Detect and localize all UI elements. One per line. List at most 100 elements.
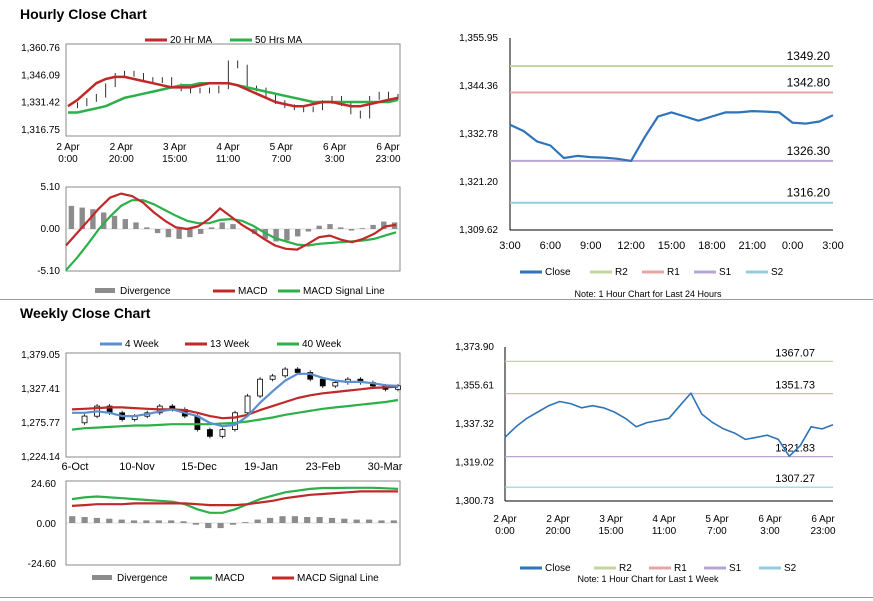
hourly-level-s2-label: 1316.20 xyxy=(787,186,831,200)
hourly-price-xtick-3-b: 11:00 xyxy=(216,154,241,165)
weekly-levels-legend-label-3: S1 xyxy=(729,563,742,574)
hourly-ma20-line xyxy=(67,75,399,108)
weekly-candle-body-11 xyxy=(207,429,213,437)
weekly-div-bar-8 xyxy=(168,520,175,523)
weekly-signal-line xyxy=(71,490,398,507)
hourly-level-s1-label: 1326.30 xyxy=(787,144,831,158)
weekly-div-bar-4 xyxy=(118,519,125,523)
weekly-price-xtick-2: 15-Dec xyxy=(181,461,217,473)
hourly-price-ytick-1: 1,346.09 xyxy=(21,70,60,81)
hourly-div-bar-10 xyxy=(176,229,182,239)
hourly-levels-xtick-6: 21:00 xyxy=(738,240,766,252)
weekly-price-frame xyxy=(65,352,401,458)
hourly-level-r1-label: 1342.80 xyxy=(787,75,831,89)
hourly-levels-ytick-2: 1,332.78 xyxy=(459,129,498,140)
hourly-price-xtick-5-a: 6 Apr xyxy=(323,142,347,153)
hourly-levels-legend-label-1: R2 xyxy=(615,267,628,278)
hourly-levels-ytick-0: 1,355.95 xyxy=(459,33,498,44)
weekly-levels-xtick-3-b: 11:00 xyxy=(652,526,677,537)
hourly-macd-legend-swatch-0 xyxy=(95,288,115,293)
weekly-div-bar-7 xyxy=(155,520,162,523)
hourly-price-xtick-4-a: 5 Apr xyxy=(270,142,294,153)
hourly-price-xtick-2-a: 3 Apr xyxy=(163,142,187,153)
weekly-price-legend-label-2: 40 Week xyxy=(302,339,342,350)
weekly-levels-ytick-2: 1,337.32 xyxy=(455,419,494,430)
hourly-div-bar-11 xyxy=(187,229,193,238)
hourly-price-xtick-1-a: 2 Apr xyxy=(110,142,134,153)
weekly-levels-ytick-4: 1,300.73 xyxy=(455,496,494,507)
weekly-price-ytick-3: 1,224.14 xyxy=(21,452,60,463)
weekly-macd-ytick-1: 0.00 xyxy=(37,519,57,530)
hourly-levels-ytick-1: 1,344.36 xyxy=(459,81,498,92)
weekly-levels-xtick-3-a: 4 Apr xyxy=(652,514,676,525)
weekly-price-xtick-3: 19-Jan xyxy=(244,461,278,473)
hourly-levels-xtick-4: 15:00 xyxy=(658,240,686,252)
weekly-levels-legend-label-1: R2 xyxy=(619,563,632,574)
hourly-div-bar-0 xyxy=(68,205,75,229)
weekly-candle-body-21 xyxy=(332,382,339,387)
weekly-div-bar-19 xyxy=(304,517,311,523)
weekly-levels-xtick-0-a: 2 Apr xyxy=(493,514,517,525)
weekly-div-bar-15 xyxy=(254,519,261,523)
weekly-levels-note: Note: 1 Hour Chart for Last 1 Week xyxy=(578,574,719,584)
weekly-div-bar-11 xyxy=(205,523,212,529)
weekly-macd-ytick-0: 24.60 xyxy=(31,479,56,490)
weekly-macd-legend-label-0: Divergence xyxy=(117,573,168,584)
weekly-div-bar-3 xyxy=(106,518,113,523)
weekly-candle-body-14 xyxy=(244,395,251,414)
hourly-levels-xtick-3: 12:00 xyxy=(617,240,645,252)
hourly-div-bar-28 xyxy=(370,224,376,229)
hourly-div-bar-12 xyxy=(198,229,204,234)
weekly-candle-body-17 xyxy=(282,368,289,377)
weekly-div-bar-26 xyxy=(390,520,397,523)
weekly-price-xtick-0: 6-Oct xyxy=(62,461,89,473)
weekly-div-bar-6 xyxy=(143,520,150,523)
hourly-div-bar-14 xyxy=(219,222,225,229)
weekly-ma13-line xyxy=(71,385,399,420)
weekly-macd-ytick-2: -24.60 xyxy=(28,559,57,570)
hourly-price-xtick-6-a: 6 Apr xyxy=(376,142,400,153)
hourly-div-bar-24 xyxy=(327,224,333,229)
weekly-price-xtick-4: 23-Feb xyxy=(306,461,341,473)
section-divider xyxy=(0,299,873,300)
weekly-level-s1-label: 1321.83 xyxy=(775,443,815,455)
weekly-levels-xtick-6-b: 23:00 xyxy=(810,526,835,537)
weekly-levels-close-line xyxy=(504,392,834,458)
hourly-price-xtick-4-b: 7:00 xyxy=(272,154,292,165)
weekly-levels-legend-label-0: Close xyxy=(545,563,571,574)
hourly-price-ytick-3: 1,316.75 xyxy=(21,125,60,136)
hourly-levels-close-line xyxy=(509,109,834,162)
weekly-price-ytick-1: 1,327.41 xyxy=(21,384,60,395)
hourly-levels-xtick-2: 9:00 xyxy=(580,240,601,252)
weekly-candle-body-19 xyxy=(307,372,314,380)
hourly-div-bar-25 xyxy=(338,227,344,229)
weekly-levels-ytick-3: 1,319.02 xyxy=(455,458,494,469)
hourly-levels-ytick-3: 1,321.20 xyxy=(459,177,498,188)
weekly-div-bar-2 xyxy=(93,517,100,523)
weekly-levels-xtick-0-b: 0:00 xyxy=(495,526,515,537)
hourly-macd-ytick-0: 5.10 xyxy=(41,182,61,193)
hourly-div-bar-3 xyxy=(101,212,107,229)
weekly-price-xtick-5: 30-Mar xyxy=(368,461,403,473)
weekly-price-ytick-2: 1,275.77 xyxy=(21,418,60,429)
weekly-levels-xtick-2-a: 3 Apr xyxy=(599,514,623,525)
hourly-levels-ytick-4: 1,309.62 xyxy=(459,225,498,236)
weekly-div-bar-24 xyxy=(366,519,373,523)
hourly-price-xtick-6-b: 23:00 xyxy=(375,154,400,165)
weekly-div-bar-23 xyxy=(353,519,360,523)
weekly-level-r2-label: 1367.07 xyxy=(775,347,815,359)
bottom-divider xyxy=(0,597,873,598)
hourly-levels-legend-label-3: S1 xyxy=(719,267,732,278)
weekly-price-ytick-0: 1,379.05 xyxy=(21,350,60,361)
hourly-div-bar-1 xyxy=(79,207,85,229)
hourly-price-xtick-5-b: 3:00 xyxy=(325,154,345,165)
hourly-macd-legend-label-0: Divergence xyxy=(120,286,171,297)
weekly-levels-xtick-1-a: 2 Apr xyxy=(546,514,570,525)
weekly-div-bar-12 xyxy=(217,523,224,529)
weekly-macd-line xyxy=(71,486,399,514)
hourly-div-bar-9 xyxy=(165,229,172,238)
weekly-macd-legend-label-2: MACD Signal Line xyxy=(297,573,379,584)
hourly-macd-ytick-2: -5.10 xyxy=(37,266,60,277)
hourly-levels-xtick-7: 0:00 xyxy=(782,240,803,252)
weekly-levels-xtick-5-b: 3:00 xyxy=(760,526,780,537)
